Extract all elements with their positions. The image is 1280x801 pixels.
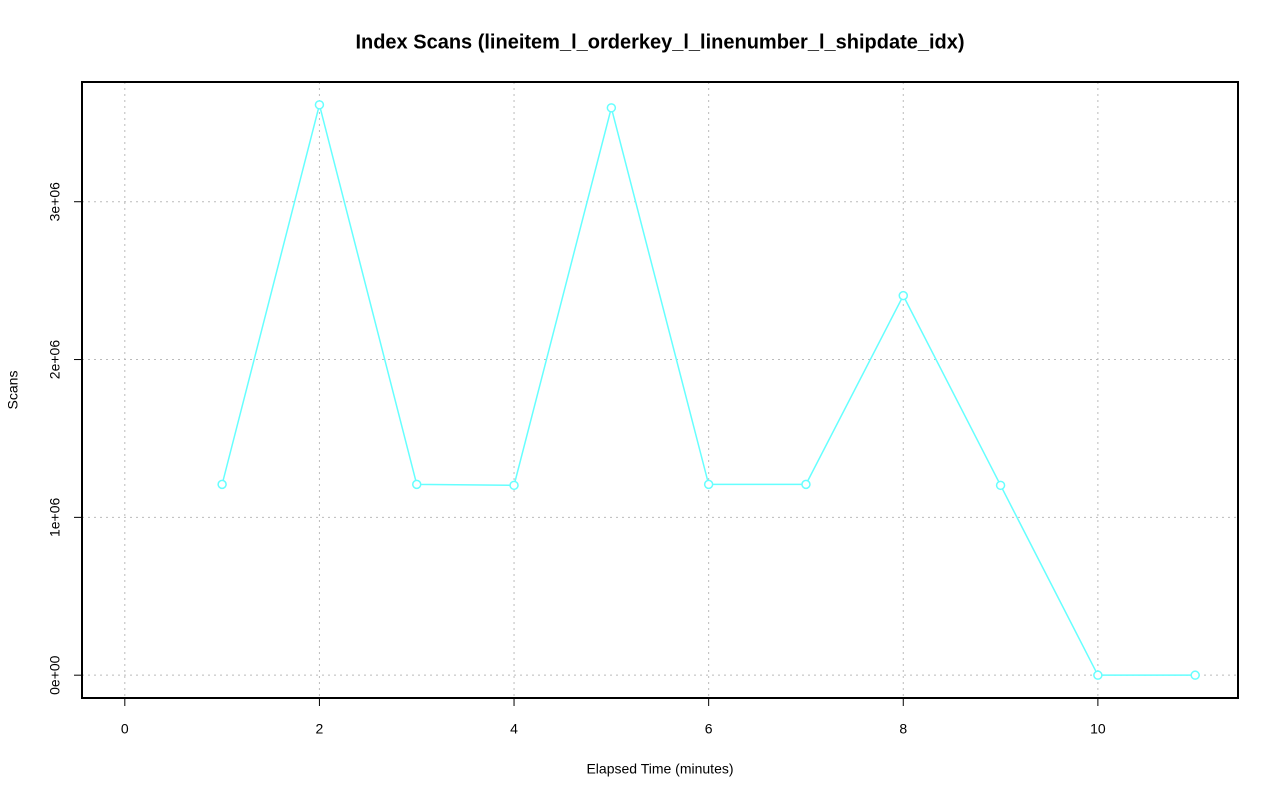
y-tick-label: 3e+06 xyxy=(47,182,63,222)
x-tick-label: 2 xyxy=(316,721,324,737)
chart-title: Index Scans (lineitem_l_orderkey_l_linen… xyxy=(355,31,964,53)
y-tick-label: 0e+00 xyxy=(47,655,63,695)
data-point xyxy=(898,290,909,301)
plot-frame xyxy=(81,81,1239,699)
x-axis-label: Elapsed Time (minutes) xyxy=(586,761,733,777)
data-point xyxy=(995,480,1006,491)
data-point xyxy=(1093,670,1103,680)
data-point xyxy=(703,479,714,490)
y-axis-label: Scans xyxy=(5,371,21,410)
y-tick-label: 1e+06 xyxy=(47,497,63,537)
y-tick-label: 2e+06 xyxy=(47,340,63,380)
x-tick-label: 8 xyxy=(899,721,907,737)
data-point xyxy=(509,480,519,491)
data-point xyxy=(411,479,422,490)
data-point xyxy=(314,100,325,110)
data-point xyxy=(801,479,811,490)
data-point xyxy=(1190,670,1200,680)
data-point xyxy=(217,479,227,490)
x-tick-label: 6 xyxy=(705,721,713,737)
x-tick-label: 0 xyxy=(121,721,129,737)
x-tick-label: 4 xyxy=(510,721,518,737)
x-tick-label: 10 xyxy=(1090,721,1106,737)
data-point xyxy=(606,103,617,113)
